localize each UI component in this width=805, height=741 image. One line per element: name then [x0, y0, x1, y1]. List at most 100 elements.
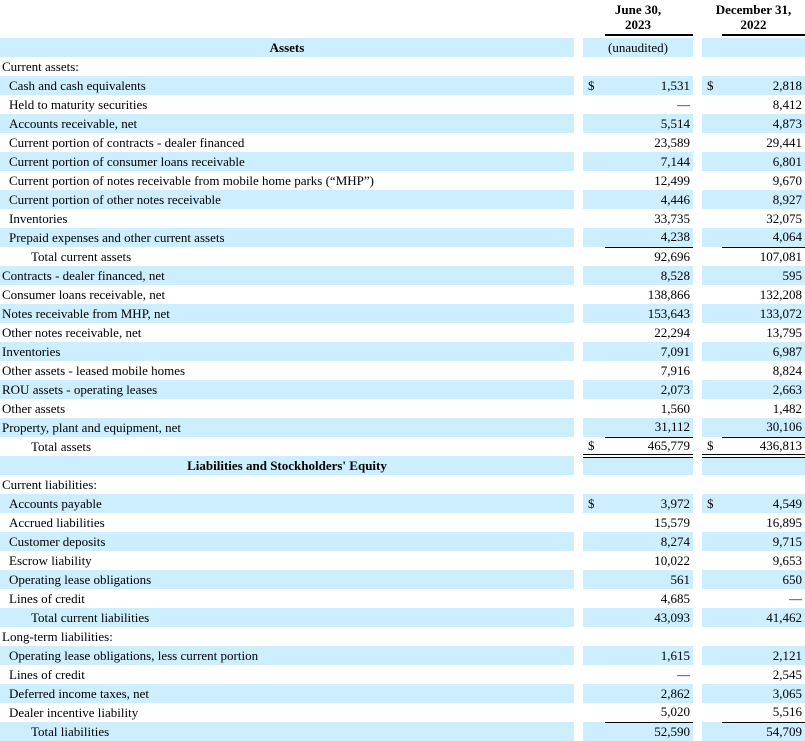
- dollar-sign-december: [702, 570, 723, 589]
- value-december-2022: 4,549: [722, 494, 805, 513]
- table-row: Deferred income taxes, net 2,862 3,065: [0, 684, 805, 703]
- column-gutter: [574, 418, 583, 437]
- dollar-sign-december: [702, 722, 723, 741]
- row-label: Total assets: [31, 438, 92, 454]
- value-june-2023: 2,862: [605, 684, 694, 703]
- value-june-2023: 4,238: [605, 228, 694, 248]
- column-gutter: [693, 684, 702, 703]
- column-gutter: [574, 209, 583, 228]
- column-gutter: [574, 703, 583, 722]
- column-gutter: [693, 570, 702, 589]
- column-gutter: [574, 608, 583, 627]
- table-row: Long-term liabilities:: [0, 627, 805, 646]
- row-label: Prepaid expenses and other current asset…: [0, 228, 574, 247]
- value-december-2022: 2,663: [722, 380, 805, 399]
- value-december-2022: 41,462: [722, 608, 805, 627]
- value-december-2022: [722, 57, 805, 76]
- column-gutter: [574, 437, 583, 456]
- dollar-sign-december: [702, 684, 723, 703]
- row-label: Inventories: [0, 342, 574, 361]
- dollar-sign-june: [583, 114, 605, 133]
- dollar-sign-december: [702, 304, 723, 323]
- value-december-2022: 4,064: [722, 228, 805, 248]
- row-label: Lines of credit: [9, 590, 85, 606]
- column-header-december-31-2022: December 31, 2022: [702, 0, 805, 35]
- table-row: Inventories 7,091 6,987: [0, 342, 805, 361]
- value-june-2023: 23,589: [654, 134, 691, 150]
- column-gutter: [693, 456, 702, 475]
- dollar-sign-december: [702, 703, 722, 722]
- value-december-2022: 54,709: [722, 722, 805, 741]
- row-label: Inventories: [9, 210, 68, 226]
- column-gutter: [574, 589, 583, 608]
- dollar-sign-december: [702, 57, 722, 76]
- dollar-sign-december: [702, 285, 722, 304]
- dollar-sign-december: [702, 228, 723, 247]
- value-december-2022: [722, 627, 805, 646]
- row-label: Operating lease obligations: [0, 570, 574, 589]
- value-june-2023: 5,514: [605, 114, 694, 133]
- dollar-sign-december: [702, 513, 722, 532]
- column-gutter: [693, 513, 702, 532]
- value-june-2023: 1,531: [605, 76, 694, 95]
- row-label: Accounts payable: [0, 494, 574, 513]
- dollar-sign-june: [583, 304, 605, 323]
- table-header: June 30, 2023 December 31, 2022: [0, 0, 805, 38]
- value-december-2022: 107,081: [759, 248, 803, 264]
- column-gutter: [574, 57, 583, 76]
- column-gutter: [693, 114, 702, 133]
- row-label: Property, plant and equipment, net: [0, 418, 574, 437]
- value-june-2023: [605, 627, 693, 646]
- dollar-sign-december: $: [702, 437, 723, 458]
- column-gutter: [693, 57, 702, 76]
- column-gutter: [693, 38, 702, 57]
- dollar-sign-june: [583, 266, 605, 285]
- dollar-sign-december: [702, 247, 722, 266]
- value-december-2022: 16,895: [766, 514, 803, 530]
- value-june-2023: 12,499: [654, 172, 691, 188]
- value-december-2022: 29,441: [766, 134, 803, 150]
- row-label: Escrow liability: [9, 552, 92, 568]
- row-label: Total liabilities: [0, 722, 574, 741]
- column-gutter: [574, 342, 583, 361]
- value-june-2023: 33,735: [654, 210, 691, 226]
- column-gutter: [693, 380, 702, 399]
- row-label: Accounts receivable, net: [0, 114, 574, 133]
- column-gutter: [574, 171, 583, 190]
- table-row: Notes receivable from MHP, net 153,643 133…: [0, 304, 805, 323]
- column-gutter: [693, 285, 702, 304]
- unaudited-note: (unaudited): [583, 38, 694, 57]
- value-december-2022: 1,482: [772, 400, 803, 416]
- dollar-sign-june: [583, 589, 605, 608]
- table-row: Customer deposits 8,274 9,715: [0, 532, 805, 551]
- dollar-sign-june: $: [583, 437, 605, 458]
- unaudited-note: [583, 456, 694, 475]
- dollar-sign-june: [583, 532, 605, 551]
- value-june-2023: 52,590: [605, 722, 694, 741]
- column-gutter: [693, 551, 702, 570]
- value-june-2023: 7,091: [605, 342, 694, 361]
- value-june-2023: [605, 57, 693, 76]
- column-header-line1: December 31,: [715, 2, 792, 17]
- value-june-2023: 3,972: [605, 494, 694, 513]
- dollar-sign-december: [702, 323, 722, 342]
- table-row: Other assets - leased mobile homes 7,916 8…: [0, 361, 805, 380]
- column-header-line1: June 30,: [614, 2, 662, 17]
- dollar-sign-june: [583, 570, 605, 589]
- value-june-2023: —: [677, 666, 691, 682]
- table-row: Lines of credit — 2,545: [0, 665, 805, 684]
- table-row: Inventories 33,735 32,075: [0, 209, 805, 228]
- column-gutter: [574, 95, 583, 114]
- value-june-2023: 7,144: [605, 152, 694, 171]
- value-june-2023: 1,615: [605, 646, 694, 665]
- row-label: Other notes receivable, net: [2, 324, 142, 340]
- dollar-sign-december: [702, 114, 723, 133]
- column-gutter: [693, 437, 702, 456]
- dollar-sign-june: [583, 133, 605, 152]
- value-june-2023: 7,916: [660, 362, 691, 378]
- value-june-2023: 4,446: [605, 190, 694, 209]
- dollar-sign-june: [583, 380, 605, 399]
- value-december-2022: 132,208: [759, 286, 803, 302]
- table-row: Total assets $465,779 $436,813: [0, 437, 805, 458]
- section-title: Liabilities and Stockholders' Equity: [0, 456, 574, 475]
